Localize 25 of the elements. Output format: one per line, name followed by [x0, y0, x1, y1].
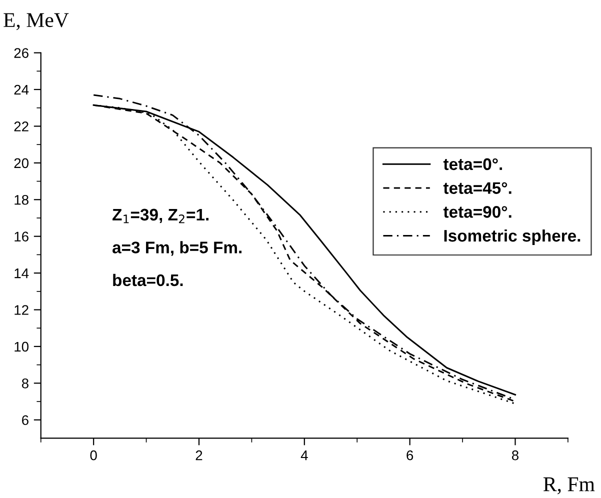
- x-tick-label: 8: [512, 450, 518, 460]
- y-tick-label: 16: [14, 232, 28, 242]
- y-tick-label: 20: [14, 158, 29, 168]
- y-axis-title: E, MeV: [4, 13, 69, 30]
- y-tick-label: 12: [14, 305, 28, 315]
- legend-label: teta=90°.: [443, 206, 512, 218]
- y-tick-label: 8: [22, 378, 28, 388]
- annotation: a=3 Fm, b=5 Fm.: [112, 241, 242, 256]
- annotation: Z$_{1}$=39, Z$_{2}$=1.: [112, 208, 208, 224]
- x-tick-label: 0: [90, 450, 97, 460]
- y-tick-label: 22: [14, 122, 28, 132]
- y-tick-label: 26: [14, 48, 28, 58]
- x-tick-label: 4: [300, 450, 308, 460]
- x-tick-label: 2: [196, 450, 202, 460]
- annotation: beta=0.5.: [113, 274, 183, 286]
- y-tick-label: 24: [14, 84, 29, 95]
- legend-label: Isometric sphere.: [444, 229, 580, 245]
- x-tick-label: 6: [406, 450, 414, 460]
- y-tick-label: 18: [14, 194, 28, 205]
- y-tick-label: 6: [22, 415, 28, 426]
- x-axis-title: R, Fm: [543, 477, 595, 494]
- y-tick-label: 14: [14, 268, 29, 278]
- y-tick-label: 10: [14, 342, 29, 352]
- legend-label: teta=45°.: [443, 182, 512, 194]
- legend-label: teta=0°.: [443, 158, 502, 170]
